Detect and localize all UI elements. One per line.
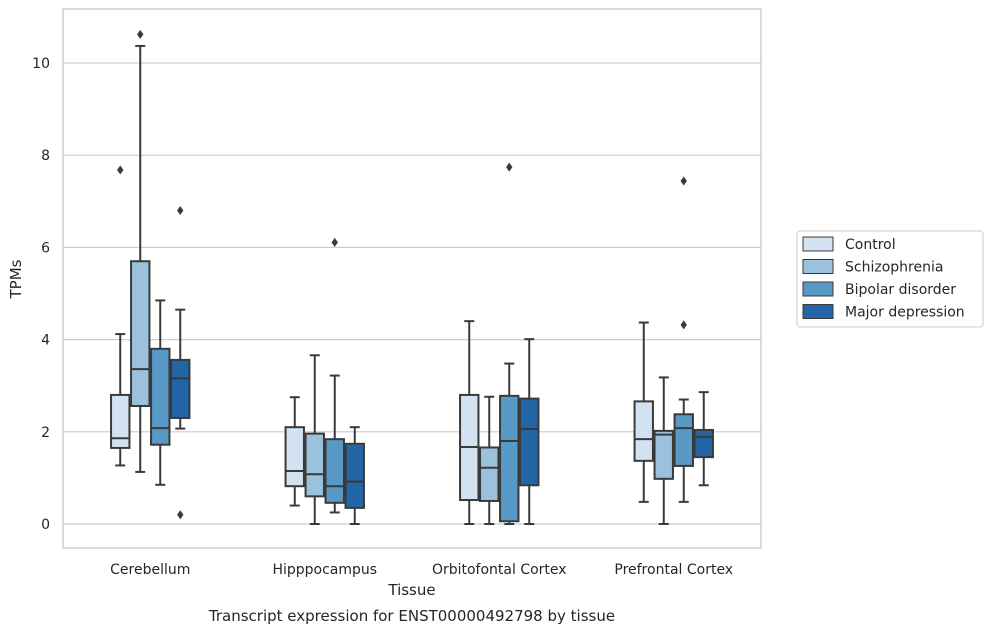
legend-label: Major depression	[845, 305, 965, 321]
box	[110, 393, 131, 449]
box	[324, 438, 345, 504]
box	[673, 413, 694, 467]
y-tick-label: 0	[41, 517, 50, 533]
y-tick-label: 4	[41, 333, 50, 349]
legend-frame	[796, 230, 984, 328]
outlier-marker	[117, 165, 124, 175]
box	[633, 400, 654, 462]
legend-swatch	[802, 304, 834, 319]
box	[304, 432, 325, 498]
x-tick-labels: Cerebellum Hipppocampus Orbitofontal Corte…	[110, 562, 733, 578]
box	[653, 429, 674, 480]
box	[693, 428, 714, 459]
legend-swatch	[802, 281, 834, 297]
box	[284, 426, 305, 488]
box	[170, 358, 191, 419]
outlier-marker	[177, 206, 184, 216]
box	[344, 442, 365, 509]
x-tick-label: Prefrontal Cortex	[614, 562, 733, 578]
outlier-marker	[506, 162, 513, 172]
legend-swatch	[802, 236, 834, 252]
legend-label: Bipolar disorder	[845, 282, 956, 298]
outlier-marker	[177, 510, 184, 520]
x-tick-label: Cerebellum	[110, 562, 190, 578]
x-tick-label: Orbitofontal Cortex	[432, 562, 567, 578]
legend-label: Control	[845, 237, 896, 253]
x-axis-label: Tissue	[387, 581, 435, 599]
y-tick-label: 10	[32, 56, 50, 72]
outlier-marker	[137, 29, 144, 39]
x-tick-label: Hipppocampus	[272, 562, 377, 578]
legend: Control Schizophrenia Bipolar disorder Majo…	[796, 230, 984, 328]
box	[150, 347, 171, 446]
y-tick-label: 2	[41, 425, 50, 441]
legend-label: Schizophrenia	[845, 260, 943, 276]
outlier-marker	[680, 176, 687, 186]
y-tick-labels: 0 2 4 6 8 10	[32, 56, 50, 533]
box	[519, 397, 540, 487]
outlier-marker	[680, 320, 687, 330]
box	[130, 260, 151, 407]
chart-caption: Transcript expression for ENST0000049279…	[208, 607, 615, 625]
y-tick-label: 6	[41, 240, 50, 256]
y-tick-label: 8	[41, 148, 50, 164]
box	[479, 446, 500, 502]
legend-swatch	[802, 259, 834, 274]
box	[499, 394, 520, 523]
y-axis-label: TPMs	[7, 259, 25, 299]
plot-area-frame	[62, 8, 762, 549]
outlier-marker	[331, 237, 338, 247]
box-series-group	[110, 29, 714, 525]
